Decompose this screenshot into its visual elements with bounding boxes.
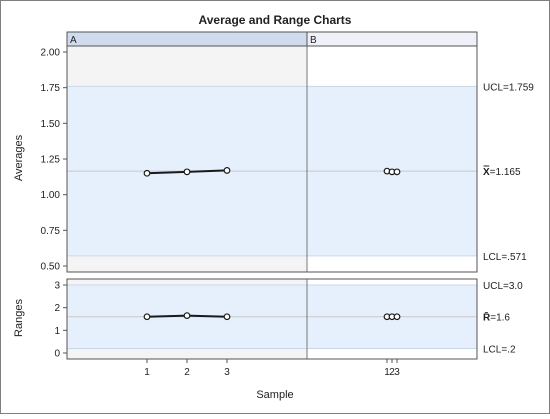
plot-area: A B 0.50 0.75 1.00 1.25 1.50 1.75 2.00 UCL=1.759 L… [41,31,534,378]
averages-center-value: =1.165 [490,167,521,178]
chart-title: Average and Range Charts [199,13,352,27]
ranges-y-tick-label: 1 [54,326,60,337]
averages-y-tick-label: 1.75 [41,83,61,94]
ranges-center-value: =1.6 [490,313,510,324]
averages-center-symbol: X̿ [483,165,490,178]
phase-label-b: B [310,35,317,46]
ranges-axis-label: Ranges [13,299,25,337]
x-tick-label: 1 [384,367,390,378]
x-tick-label: 2 [184,367,190,378]
averages-ucl-label: UCL=1.759 [483,82,534,93]
ranges-panel-frame [66,278,478,360]
phase-header-a [66,31,308,47]
averages-lcl-label: LCL=.571 [483,252,527,263]
ranges-data-point [143,313,151,321]
ranges-ucl-label: UCL=3.0 [483,281,523,292]
x-tick-label: 3 [394,367,400,378]
ranges-data-point [223,313,231,321]
phase-label-a: A [70,35,77,46]
ranges-center-label: R̄=1.6 [483,312,510,324]
averages-axis-label: Averages [13,134,25,181]
x-tick-label: 1 [144,367,150,378]
x-axis-label: Sample [256,389,293,401]
averages-y-tick-label: 0.50 [41,262,61,273]
averages-data-point [223,167,231,174]
averages-data-point [183,168,191,176]
x-tick-label: 3 [224,367,230,378]
x-tick-label: 2 [389,367,395,378]
ranges-y-tick-label: 0 [54,349,60,360]
ranges-center-symbol: R̄ [483,312,491,324]
averages-y-tick-label: 1.25 [41,155,61,166]
averages-y-tick-label: 2.00 [41,48,61,59]
averages-data-point [393,168,401,176]
ranges-lcl-label: LCL=.2 [483,344,516,355]
averages-data-point [143,169,151,177]
averages-y-tick-label: 1.50 [41,119,61,130]
averages-y-tick-label: 0.75 [41,226,61,237]
phase-header-b [306,31,478,47]
ranges-data-point [393,313,401,321]
ranges-data-point [183,312,191,320]
averages-center-label: X̿=1.165 [483,165,521,178]
ranges-y-tick-label: 3 [54,281,60,292]
averages-y-tick-label: 1.00 [41,190,61,201]
ranges-y-tick-label: 2 [54,303,60,314]
